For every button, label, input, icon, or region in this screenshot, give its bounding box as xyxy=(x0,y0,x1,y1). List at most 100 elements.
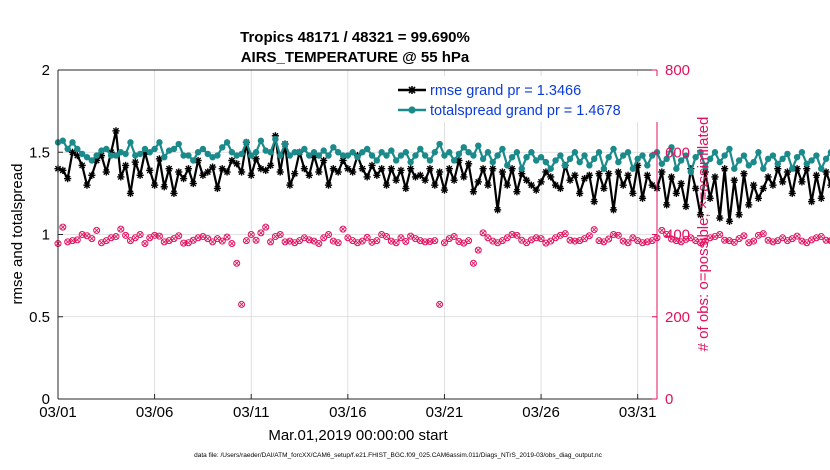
totalspread-point xyxy=(243,139,250,146)
obs-point xyxy=(262,223,270,231)
rmse-point xyxy=(378,165,386,173)
rmse-point-stroke xyxy=(827,185,830,189)
totalspread-point xyxy=(547,165,554,172)
rmse-point-stroke xyxy=(301,165,308,172)
obs-point xyxy=(112,233,120,241)
rmse-point xyxy=(716,214,724,222)
rmse-point-stroke xyxy=(566,177,574,184)
totalspread-point xyxy=(132,152,139,159)
obs-point-assimilated xyxy=(765,237,771,243)
rmse-point xyxy=(344,165,352,173)
obs-point-possible xyxy=(68,237,76,245)
totalspread-point xyxy=(383,152,390,159)
rmse-point-stroke xyxy=(64,175,71,182)
obs-point xyxy=(175,232,183,240)
rmse-point xyxy=(218,165,226,173)
rmse-point-stroke xyxy=(344,165,351,172)
totalspread-point xyxy=(74,145,81,153)
totalspread-point xyxy=(697,149,704,156)
obs-point-assimilated xyxy=(794,233,800,239)
rmse-point-stroke xyxy=(760,185,767,192)
rmse-point xyxy=(648,181,656,189)
obs-point xyxy=(750,237,758,245)
obs-point-assimilated xyxy=(799,238,805,244)
obs-point xyxy=(827,237,830,245)
obs-point-assimilated xyxy=(181,240,187,246)
obs-point-possible xyxy=(93,226,101,234)
obs-point-assimilated xyxy=(678,239,684,245)
totalspread-point xyxy=(634,155,641,163)
totalspread-point xyxy=(687,168,695,176)
obs-point-assimilated xyxy=(340,226,346,232)
obs-point-assimilated xyxy=(234,260,240,266)
rmse-point-stroke xyxy=(571,172,578,179)
rmse-point-stroke xyxy=(518,170,525,177)
totalspread-point xyxy=(755,149,762,156)
obs-point-possible xyxy=(267,238,275,246)
x-tick-label: 03/26 xyxy=(522,404,560,421)
rmse-point xyxy=(643,171,651,179)
rmse-point xyxy=(513,188,521,196)
rmse-point-stroke xyxy=(190,180,197,187)
totalspread-point xyxy=(64,145,71,153)
totalspread-point xyxy=(673,165,680,172)
rmse-point xyxy=(614,168,622,176)
chart-title-line1: Tropics 48171 / 48321 = 99.690% xyxy=(240,29,470,46)
rmse-point xyxy=(276,168,284,176)
rmse-point-stroke xyxy=(397,167,405,174)
obs-point-assimilated xyxy=(548,238,554,244)
rmse-point xyxy=(315,168,323,176)
rmse-point xyxy=(320,156,328,165)
obs-point-possible xyxy=(503,234,511,242)
totalspread-point xyxy=(407,158,414,166)
rmse-point-stroke xyxy=(494,206,501,213)
totalspread-point xyxy=(562,162,569,169)
obs-point xyxy=(136,231,144,238)
obs-point-assimilated xyxy=(480,230,486,236)
rmse-point-stroke xyxy=(692,185,699,192)
obs-point-assimilated xyxy=(509,231,515,238)
obs-point-assimilated xyxy=(417,238,423,244)
rmse-point-stroke xyxy=(166,165,173,172)
obs-point xyxy=(218,237,226,245)
rmse-point xyxy=(706,194,714,202)
totalspread-point xyxy=(368,152,376,159)
totalspread-point xyxy=(610,145,617,153)
rmse-point-stroke xyxy=(537,178,545,185)
rmse-point xyxy=(518,170,526,178)
rmse-point xyxy=(78,161,86,170)
rmse-point-stroke xyxy=(446,165,453,172)
rmse-point-stroke xyxy=(480,165,487,172)
rmse-point xyxy=(160,183,168,191)
rmse-point xyxy=(585,171,593,179)
rmse-point-stroke xyxy=(644,172,651,179)
legend: rmse grand pr = 1.3466 totalspread grand… xyxy=(395,76,682,122)
totalspread-point xyxy=(489,158,496,166)
rmse-point-stroke xyxy=(257,165,264,172)
rmse-point-stroke xyxy=(682,203,690,210)
obs-point-assimilated xyxy=(253,237,259,243)
rmse-point-stroke xyxy=(417,172,424,179)
rmse-point-stroke xyxy=(707,195,714,202)
obs-point-possible xyxy=(151,231,159,239)
rmse-point-stroke xyxy=(83,182,91,189)
totalspread-point xyxy=(175,140,182,148)
rmse-point xyxy=(663,201,671,209)
rmse-point xyxy=(609,206,618,214)
rmse-point-stroke xyxy=(219,165,226,172)
totalspread-point xyxy=(784,150,791,158)
rmse-point xyxy=(460,173,468,181)
rmse-point xyxy=(266,161,275,170)
rmse-point xyxy=(692,184,700,193)
rmse-point xyxy=(146,166,154,174)
obs-point-assimilated xyxy=(611,231,617,238)
rmse-point xyxy=(392,176,400,184)
legend-marker-rmse xyxy=(408,86,416,94)
obs-point-assimilated xyxy=(350,238,356,244)
rmse-point-stroke xyxy=(407,165,414,172)
obs-point xyxy=(325,231,333,238)
obs-point-possible xyxy=(180,239,188,247)
rmse-point-stroke xyxy=(634,162,641,169)
totalspread-point xyxy=(417,145,424,153)
rmse-point xyxy=(382,181,391,189)
